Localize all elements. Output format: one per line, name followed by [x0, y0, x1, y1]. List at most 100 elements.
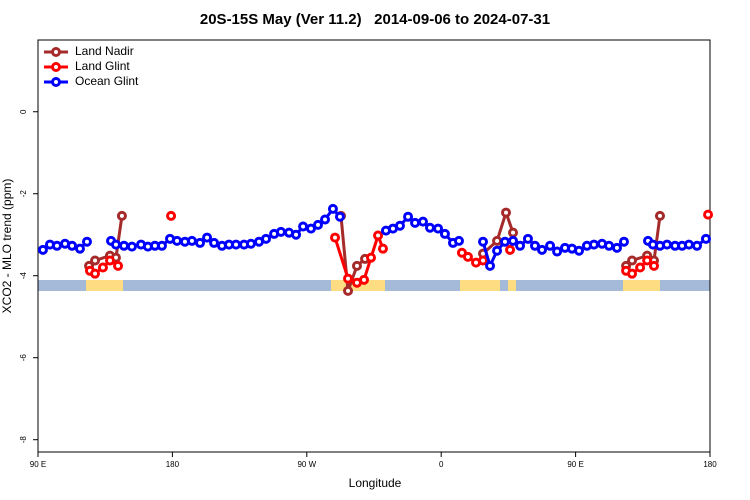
legend-marker	[51, 47, 61, 57]
data-point	[261, 233, 272, 244]
x-tick-label: 90 W	[297, 460, 316, 469]
data-point	[51, 240, 62, 251]
data-point	[231, 239, 242, 250]
data-point	[462, 251, 473, 262]
legend-label: Ocean Glint	[75, 74, 139, 88]
legend-marker	[51, 77, 61, 87]
data-point	[478, 236, 489, 247]
data-point	[604, 240, 615, 251]
data-point	[366, 252, 377, 263]
data-point	[492, 245, 503, 256]
x-tick-label: 180	[166, 460, 180, 469]
data-point	[245, 238, 256, 249]
data-point	[618, 236, 629, 247]
data-point	[358, 274, 369, 285]
chart-title: 20S-15S May (Ver 11.2) 2014-09-06 to 202…	[200, 11, 550, 28]
data-point	[209, 237, 220, 248]
data-point	[275, 226, 286, 237]
data-point	[635, 262, 646, 273]
data-point	[104, 255, 115, 266]
data-point	[67, 240, 78, 251]
legend-label: Land Nadir	[75, 44, 134, 58]
data-point	[195, 237, 206, 248]
y-tick-label: -4	[19, 272, 28, 280]
data-point	[156, 240, 167, 251]
data-point	[343, 285, 354, 296]
data-point	[692, 240, 703, 251]
data-point	[683, 239, 694, 250]
data-point	[97, 262, 108, 273]
data-point	[334, 211, 345, 222]
data-point	[351, 260, 362, 271]
data-point	[485, 260, 496, 271]
data-point	[654, 210, 665, 221]
data-point	[433, 223, 444, 234]
data-point	[537, 244, 547, 255]
data-point	[116, 210, 127, 221]
land-strip	[623, 280, 660, 291]
data-point	[74, 243, 85, 254]
plot-frame	[37, 39, 711, 453]
x-axis-label: Longitude	[349, 476, 402, 490]
y-tick-label: 0	[19, 109, 28, 114]
data-point	[110, 239, 121, 250]
x-tick-label: 0	[439, 460, 444, 469]
data-point	[291, 229, 302, 240]
data-point	[37, 244, 48, 255]
data-point	[172, 235, 183, 246]
data-point	[439, 228, 450, 239]
data-point	[90, 255, 101, 266]
legend-marker	[51, 62, 61, 72]
data-point	[627, 268, 638, 279]
data-point	[501, 207, 512, 218]
data-point	[453, 235, 464, 246]
land-strip	[86, 280, 123, 291]
x-tick-label: 180	[703, 460, 717, 469]
data-point	[343, 273, 354, 284]
data-point	[403, 211, 414, 222]
data-point	[202, 232, 213, 243]
data-point	[90, 268, 101, 279]
y-tick-label: -6	[19, 354, 28, 362]
data-point	[394, 220, 405, 231]
legend-label: Land Glint	[75, 59, 130, 73]
data-point	[186, 235, 197, 246]
land-strip	[460, 280, 500, 291]
x-tick-label: 90 E	[567, 460, 583, 469]
data-point	[499, 236, 510, 247]
land-strip	[508, 280, 516, 291]
data-point	[330, 232, 341, 243]
x-tick-label: 90 E	[30, 460, 46, 469]
data-point	[492, 235, 503, 246]
data-point	[305, 223, 316, 234]
data-point	[529, 240, 540, 251]
data-point	[508, 227, 519, 238]
data-point	[327, 203, 338, 214]
data-point	[119, 240, 130, 251]
data-point	[126, 241, 137, 252]
data-point	[417, 216, 428, 227]
data-point	[410, 217, 421, 228]
data-point	[574, 245, 585, 256]
data-point	[425, 222, 435, 233]
data-point	[627, 255, 638, 266]
data-point	[649, 260, 659, 271]
data-point	[166, 210, 177, 221]
data-point	[373, 230, 384, 241]
data-point	[515, 240, 526, 251]
data-point	[505, 244, 516, 255]
y-axis-label: XCO2 - MLO trend (ppm)	[0, 179, 14, 314]
data-point	[81, 236, 92, 247]
data-point	[313, 219, 323, 230]
data-point	[113, 260, 124, 271]
data-point	[642, 255, 653, 266]
data-point	[703, 209, 714, 220]
data-point	[522, 233, 533, 244]
y-tick-label: -2	[19, 190, 28, 198]
data-point	[478, 255, 489, 266]
data-point	[298, 221, 309, 232]
y-tick-label: -8	[19, 436, 28, 444]
data-point	[377, 243, 388, 254]
